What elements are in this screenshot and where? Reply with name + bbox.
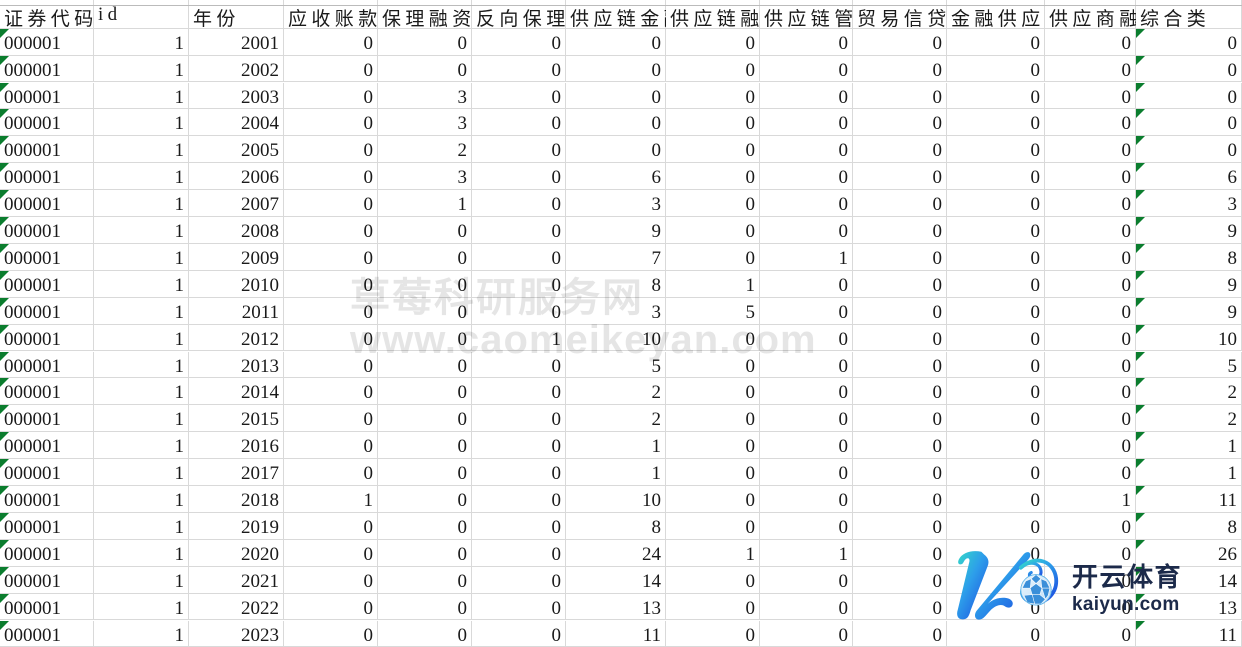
svg-text:开云体育: 开云体育 [1072,562,1182,592]
svg-text:kaiyun.com: kaiyun.com [1072,594,1180,615]
